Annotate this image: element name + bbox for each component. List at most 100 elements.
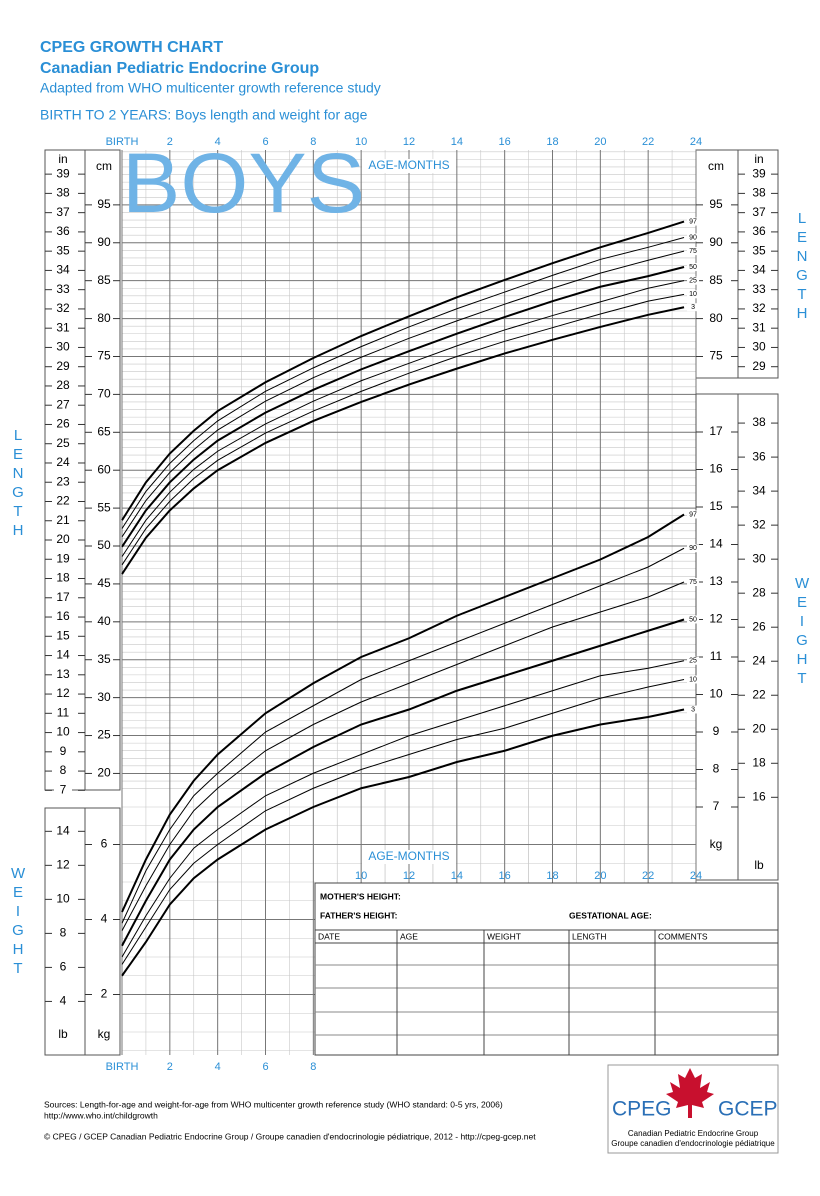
y-tick-label: 39 bbox=[752, 166, 766, 180]
tick-label-bg bbox=[750, 206, 768, 219]
series-label: 97 bbox=[689, 218, 697, 225]
x-tick-label: BIRTH bbox=[106, 1061, 139, 1073]
x-tick-label: 6 bbox=[262, 136, 268, 148]
percentile-line bbox=[121, 220, 685, 521]
tick-label-bg bbox=[750, 485, 768, 498]
tick-label-bg bbox=[95, 426, 113, 439]
unit-label: in bbox=[754, 152, 763, 166]
unit-label: lb bbox=[754, 858, 764, 872]
form-column: LENGTH bbox=[572, 931, 606, 941]
side-label: LENGTH bbox=[12, 427, 24, 539]
tick-label-bg bbox=[750, 225, 768, 238]
x-tick-label: 20 bbox=[594, 136, 606, 148]
y-tick-label: 95 bbox=[709, 197, 723, 211]
tick-label-bg bbox=[750, 283, 768, 296]
tick-label-bg bbox=[707, 613, 725, 626]
y-tick-label: 4 bbox=[60, 994, 67, 1008]
y-tick-label: 20 bbox=[97, 766, 111, 780]
unit-label-bg bbox=[706, 838, 726, 852]
series-label: 25 bbox=[689, 658, 697, 665]
y-tick-label: 40 bbox=[97, 614, 111, 628]
series-label: 75 bbox=[689, 248, 697, 255]
series-label-bg bbox=[687, 544, 700, 553]
y-tick-label: 75 bbox=[97, 349, 111, 363]
form-column: COMMENTS bbox=[658, 931, 708, 941]
y-tick-label: 30 bbox=[752, 340, 766, 354]
y-tick-label: 35 bbox=[56, 243, 70, 257]
y-tick-label: 39 bbox=[56, 166, 70, 180]
tick-label-bg bbox=[54, 825, 72, 838]
series-label-bg bbox=[687, 290, 700, 299]
y-tick-label: 34 bbox=[752, 263, 766, 277]
y-tick-label: 70 bbox=[97, 387, 111, 401]
tick-label-bg bbox=[54, 726, 72, 739]
tick-label-bg bbox=[750, 621, 768, 634]
x-tick-label: BIRTH bbox=[106, 136, 139, 148]
x-tick-label: 22 bbox=[642, 136, 654, 148]
y-tick-label: 18 bbox=[752, 755, 766, 769]
x-tick-label: 24 bbox=[690, 136, 702, 148]
y-tick-label: 11 bbox=[710, 649, 723, 663]
y-tick-label: 90 bbox=[709, 235, 723, 249]
series-label: 97 bbox=[689, 511, 697, 518]
tick-label-bg bbox=[95, 502, 113, 515]
unit-label: lb bbox=[58, 1027, 68, 1041]
tick-label-bg bbox=[95, 350, 113, 363]
y-tick-label: 90 bbox=[97, 235, 111, 249]
subtitle: Canadian Pediatric Endocrine Group bbox=[40, 60, 319, 77]
tick-label-bg bbox=[95, 312, 113, 325]
percentile-line bbox=[121, 660, 685, 958]
tick-label-bg bbox=[750, 723, 768, 736]
tick-label-bg bbox=[707, 426, 725, 438]
y-tick-label: 34 bbox=[56, 263, 70, 277]
y-tick-label: 28 bbox=[752, 585, 766, 599]
y-tick-label: 14 bbox=[56, 823, 70, 837]
tick-label-bg bbox=[95, 691, 113, 704]
tick-label-bg bbox=[54, 893, 72, 906]
x-tick-label: 14 bbox=[451, 136, 463, 148]
y-tick-label: 32 bbox=[752, 301, 766, 315]
tick-label-bg bbox=[54, 553, 72, 566]
tick-label-bg bbox=[750, 417, 768, 430]
y-tick-label: 9 bbox=[60, 744, 67, 758]
x-tick-label: 8 bbox=[310, 136, 316, 148]
y-tick-label: 32 bbox=[752, 517, 766, 531]
y-tick-label: 36 bbox=[752, 449, 766, 463]
y-tick-label: 11 bbox=[57, 705, 70, 719]
unit-label-bg bbox=[94, 160, 114, 174]
tick-label-bg bbox=[54, 379, 72, 392]
percentile-line bbox=[121, 513, 685, 913]
tick-label-bg bbox=[707, 763, 725, 776]
y-tick-label: 95 bbox=[97, 197, 111, 211]
y-tick-label: 27 bbox=[56, 397, 70, 411]
unit-label-bg bbox=[53, 153, 73, 167]
tick-label-bg bbox=[707, 801, 725, 813]
y-tick-label: 13 bbox=[709, 574, 723, 588]
tick-label-bg bbox=[54, 572, 72, 585]
x-tick-label: 8 bbox=[310, 1061, 316, 1073]
tick-label-bg bbox=[54, 456, 72, 469]
tick-label-bg bbox=[707, 463, 725, 476]
y-tick-label: 6 bbox=[101, 837, 108, 851]
y-tick-label: 16 bbox=[709, 462, 723, 476]
y-tick-label: 4 bbox=[101, 912, 108, 926]
x-label-bg bbox=[362, 850, 456, 864]
form-box bbox=[314, 882, 779, 1056]
form-field: MOTHER'S HEIGHT: bbox=[320, 891, 401, 901]
watermark: BOYS bbox=[122, 136, 365, 230]
y-tick-label: 6 bbox=[60, 960, 67, 974]
y-tick-label: 60 bbox=[97, 462, 111, 476]
x-tick-label: 14 bbox=[451, 870, 463, 882]
y-tick-label: 38 bbox=[752, 186, 766, 200]
record-form: MOTHER'S HEIGHT: FATHER'S HEIGHT: GESTAT… bbox=[314, 882, 779, 1056]
tick-label-bg bbox=[54, 649, 72, 662]
tick-label-bg bbox=[95, 540, 113, 553]
tick-label-bg bbox=[54, 745, 72, 758]
section-label: BIRTH TO 2 YEARS: Boys length and weight… bbox=[40, 107, 368, 123]
tick-label-bg bbox=[95, 388, 113, 401]
tick-label-bg bbox=[750, 245, 768, 258]
series-label: 50 bbox=[689, 616, 697, 623]
tick-label-bg bbox=[54, 611, 72, 624]
side-label: LENGTH bbox=[796, 210, 808, 322]
